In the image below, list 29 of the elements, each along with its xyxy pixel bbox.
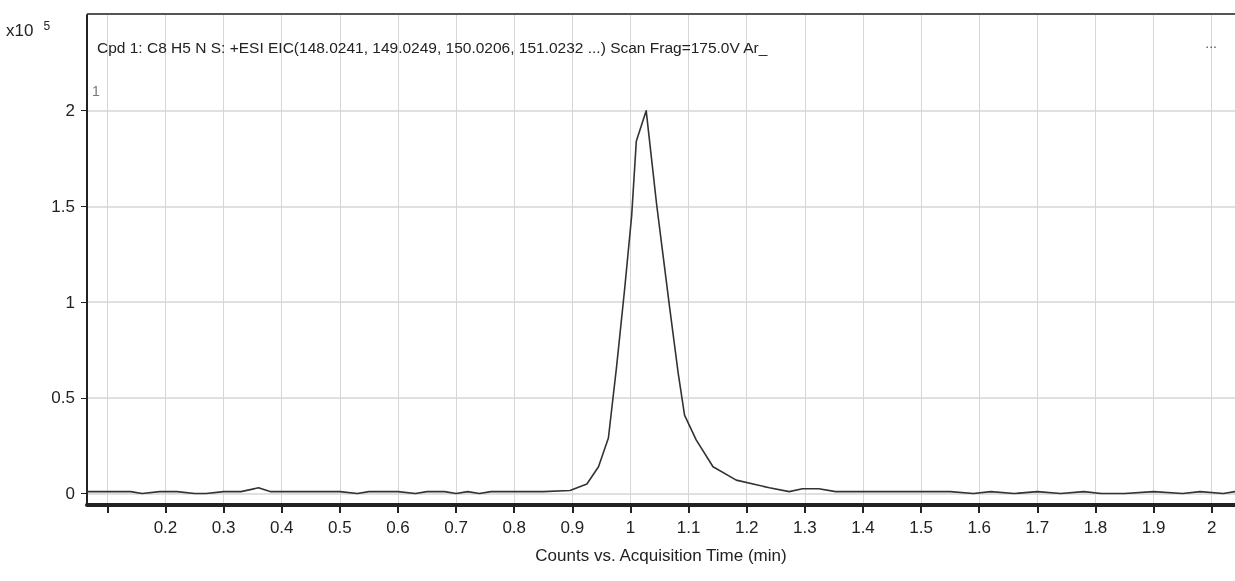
x-tick-label: 1 <box>625 518 636 537</box>
text: Cpd 1: C8 H5 N S: +ESI EIC(148.0241, 149.0249, 150.0206, 151.0232 ...) Scan Frag=175.0V Ar_ <box>97 38 768 56</box>
x-tick-label: 0.7 <box>444 518 468 537</box>
annotation: 1 <box>92 83 100 99</box>
y-tick-label: 0 <box>65 484 75 504</box>
x-tick-label: 1.3 <box>793 518 817 537</box>
x-tick-label: 1.7 <box>1025 518 1050 537</box>
x-tick-label: 1.9 <box>1141 518 1166 537</box>
x-tick-label: 1.6 <box>967 518 992 537</box>
x-tick-label: 0.4 <box>269 518 294 537</box>
line-series <box>86 109 1235 495</box>
x-tick-label: 2 <box>1207 518 1217 537</box>
x-tick-label: 0.2 <box>153 518 178 537</box>
x-axis-title: Counts vs. Acquisition Time (min) <box>535 546 787 565</box>
x-tick-label: 0.5 <box>328 518 352 537</box>
x-tick-label: 0.8 <box>502 518 527 537</box>
x-tick-label: 1.5 <box>909 518 933 537</box>
x-tick-label: 1.1 <box>676 518 701 537</box>
x-tick-label: 0.3 <box>211 518 236 537</box>
x-tick-label: 1.8 <box>1083 518 1108 537</box>
x-tick-label: 0.9 <box>560 518 585 537</box>
x-tick-label: 1.4 <box>851 518 875 537</box>
x-tick-label: 0.6 <box>386 518 410 537</box>
annotation: ... <box>1205 35 1217 51</box>
y-tick-label: 0.5 <box>51 388 75 408</box>
y-tick-label: 1.5 <box>51 196 75 216</box>
y-tick-label: 2 <box>65 101 75 121</box>
y-tick-label: 1 <box>65 292 75 312</box>
x-tick-label: 1.2 <box>734 518 759 537</box>
